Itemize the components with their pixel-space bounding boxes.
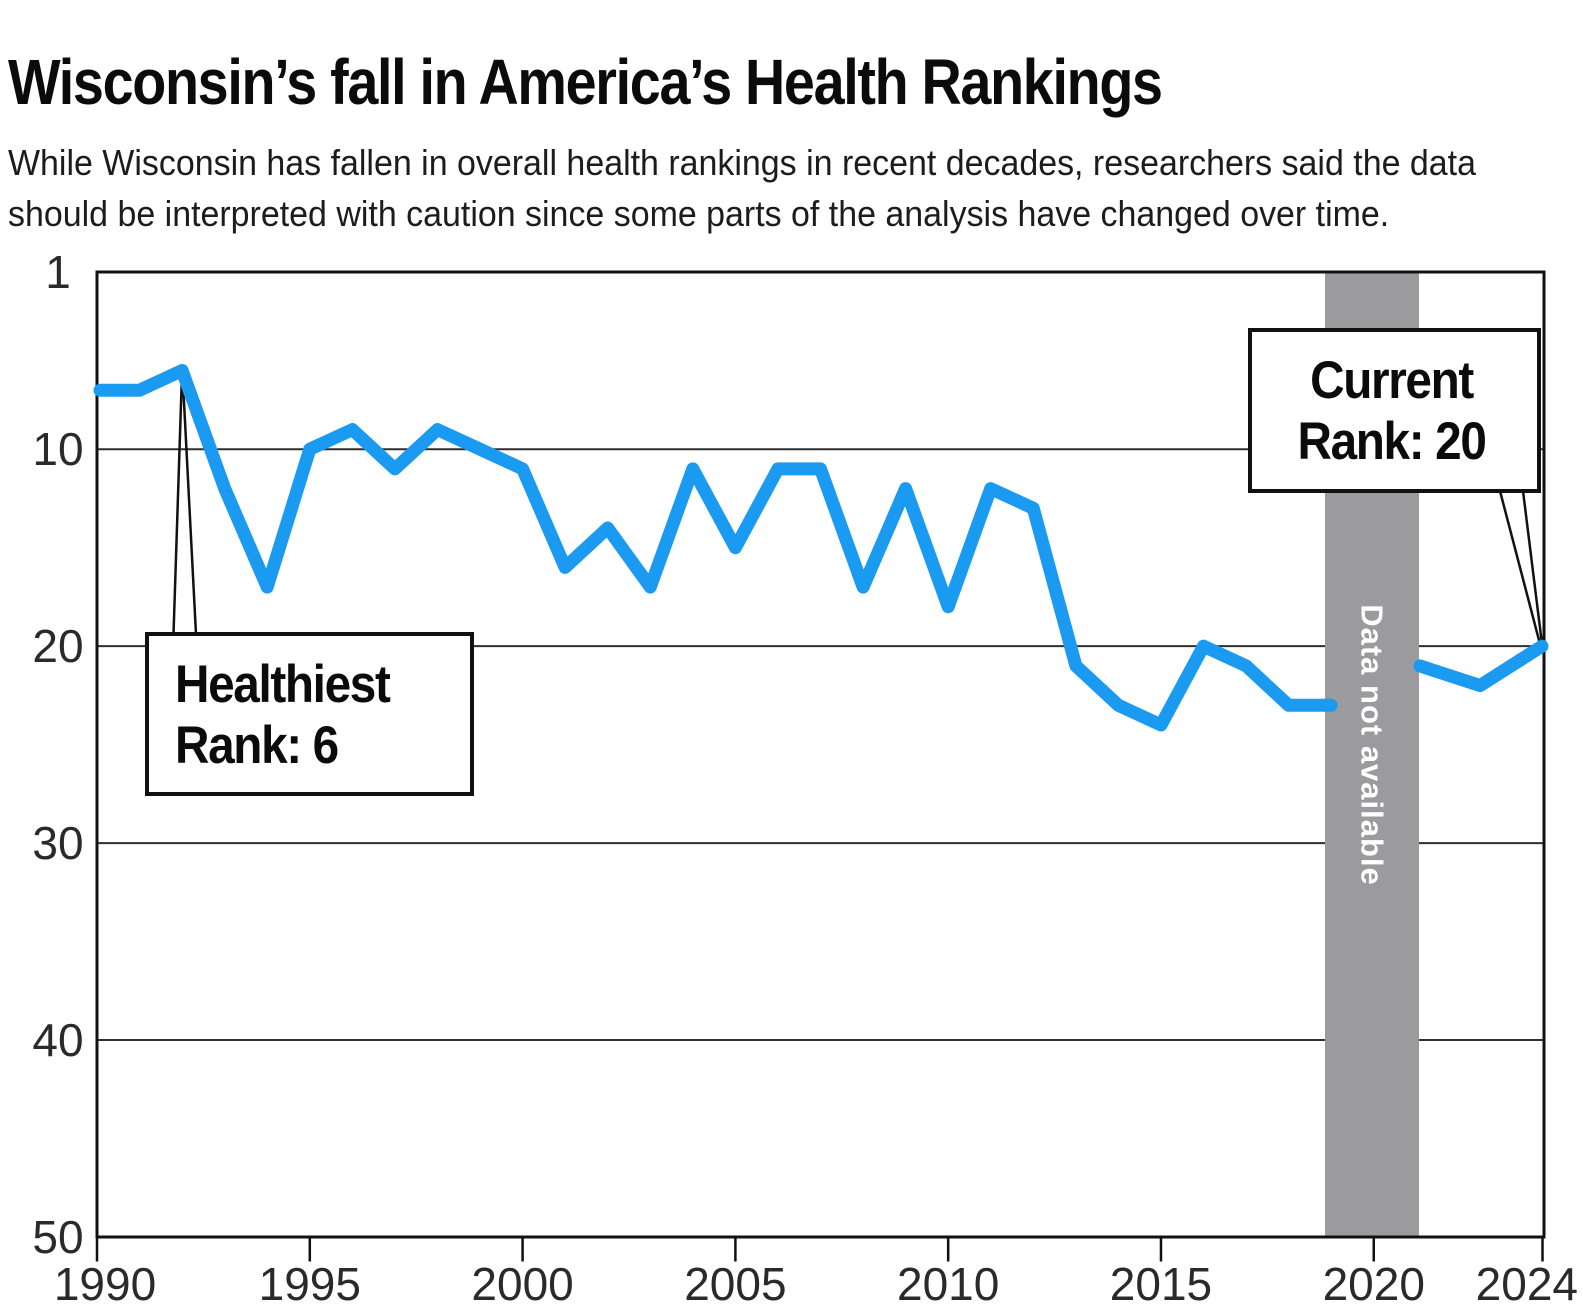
y-axis-labels-group: 1 10 20 30 40 50 xyxy=(32,246,83,1263)
plot-border xyxy=(95,270,1546,1239)
page-subtitle: While Wisconsin has fallen in overall he… xyxy=(8,141,1476,234)
data-gap-label: Data not available xyxy=(1355,604,1390,886)
y-tick-label-30: 30 xyxy=(32,817,83,869)
ranking-line-group xyxy=(93,364,1549,732)
y-tick-label-20: 20 xyxy=(32,620,83,672)
annotation-healthiest-box: Healthiest Rank: 6 xyxy=(145,632,474,796)
y-tick-label-1: 1 xyxy=(45,246,71,298)
current-callout-line-left xyxy=(1498,490,1542,645)
page-title: Wisconsin’s fall in America’s Health Ran… xyxy=(8,45,1163,118)
healthiest-callout-line-right xyxy=(181,372,198,635)
annotation-current-box: Current Rank: 20 xyxy=(1248,328,1541,493)
ranking-line-segment-2 xyxy=(1413,639,1549,693)
x-axis-ticks-group xyxy=(95,1237,1544,1262)
x-tick-label-2000: 2000 xyxy=(471,1258,573,1309)
current-callout-line-right xyxy=(1521,490,1544,645)
y-tick-label-50: 50 xyxy=(32,1211,83,1263)
x-tick-label-2024: 2024 xyxy=(1476,1258,1578,1309)
x-tick-label-2010: 2010 xyxy=(897,1258,999,1309)
y-tick-label-40: 40 xyxy=(32,1014,83,1066)
x-tick-label-2005: 2005 xyxy=(684,1258,786,1309)
x-tick-label-2020: 2020 xyxy=(1323,1258,1425,1309)
annotation-healthiest-line1: Healthiest xyxy=(175,655,391,714)
x-tick-label-1995: 1995 xyxy=(259,1258,361,1309)
annotation-current-line2: Rank: 20 xyxy=(1297,412,1486,471)
annotation-current-line1: Current xyxy=(1310,351,1474,410)
x-tick-label-1990: 1990 xyxy=(54,1258,156,1309)
annotation-healthiest-line2: Rank: 6 xyxy=(175,716,339,775)
x-tick-label-2015: 2015 xyxy=(1110,1258,1212,1309)
callout-wedges xyxy=(172,372,1544,645)
gridlines-group xyxy=(98,448,1543,1042)
ranking-line-segment-1 xyxy=(93,364,1338,732)
x-axis-labels-group: 1990 1995 2000 2005 2010 2015 2020 2024 xyxy=(54,1258,1578,1309)
y-tick-label-10: 10 xyxy=(32,423,83,475)
healthiest-callout-line-left xyxy=(172,372,184,635)
